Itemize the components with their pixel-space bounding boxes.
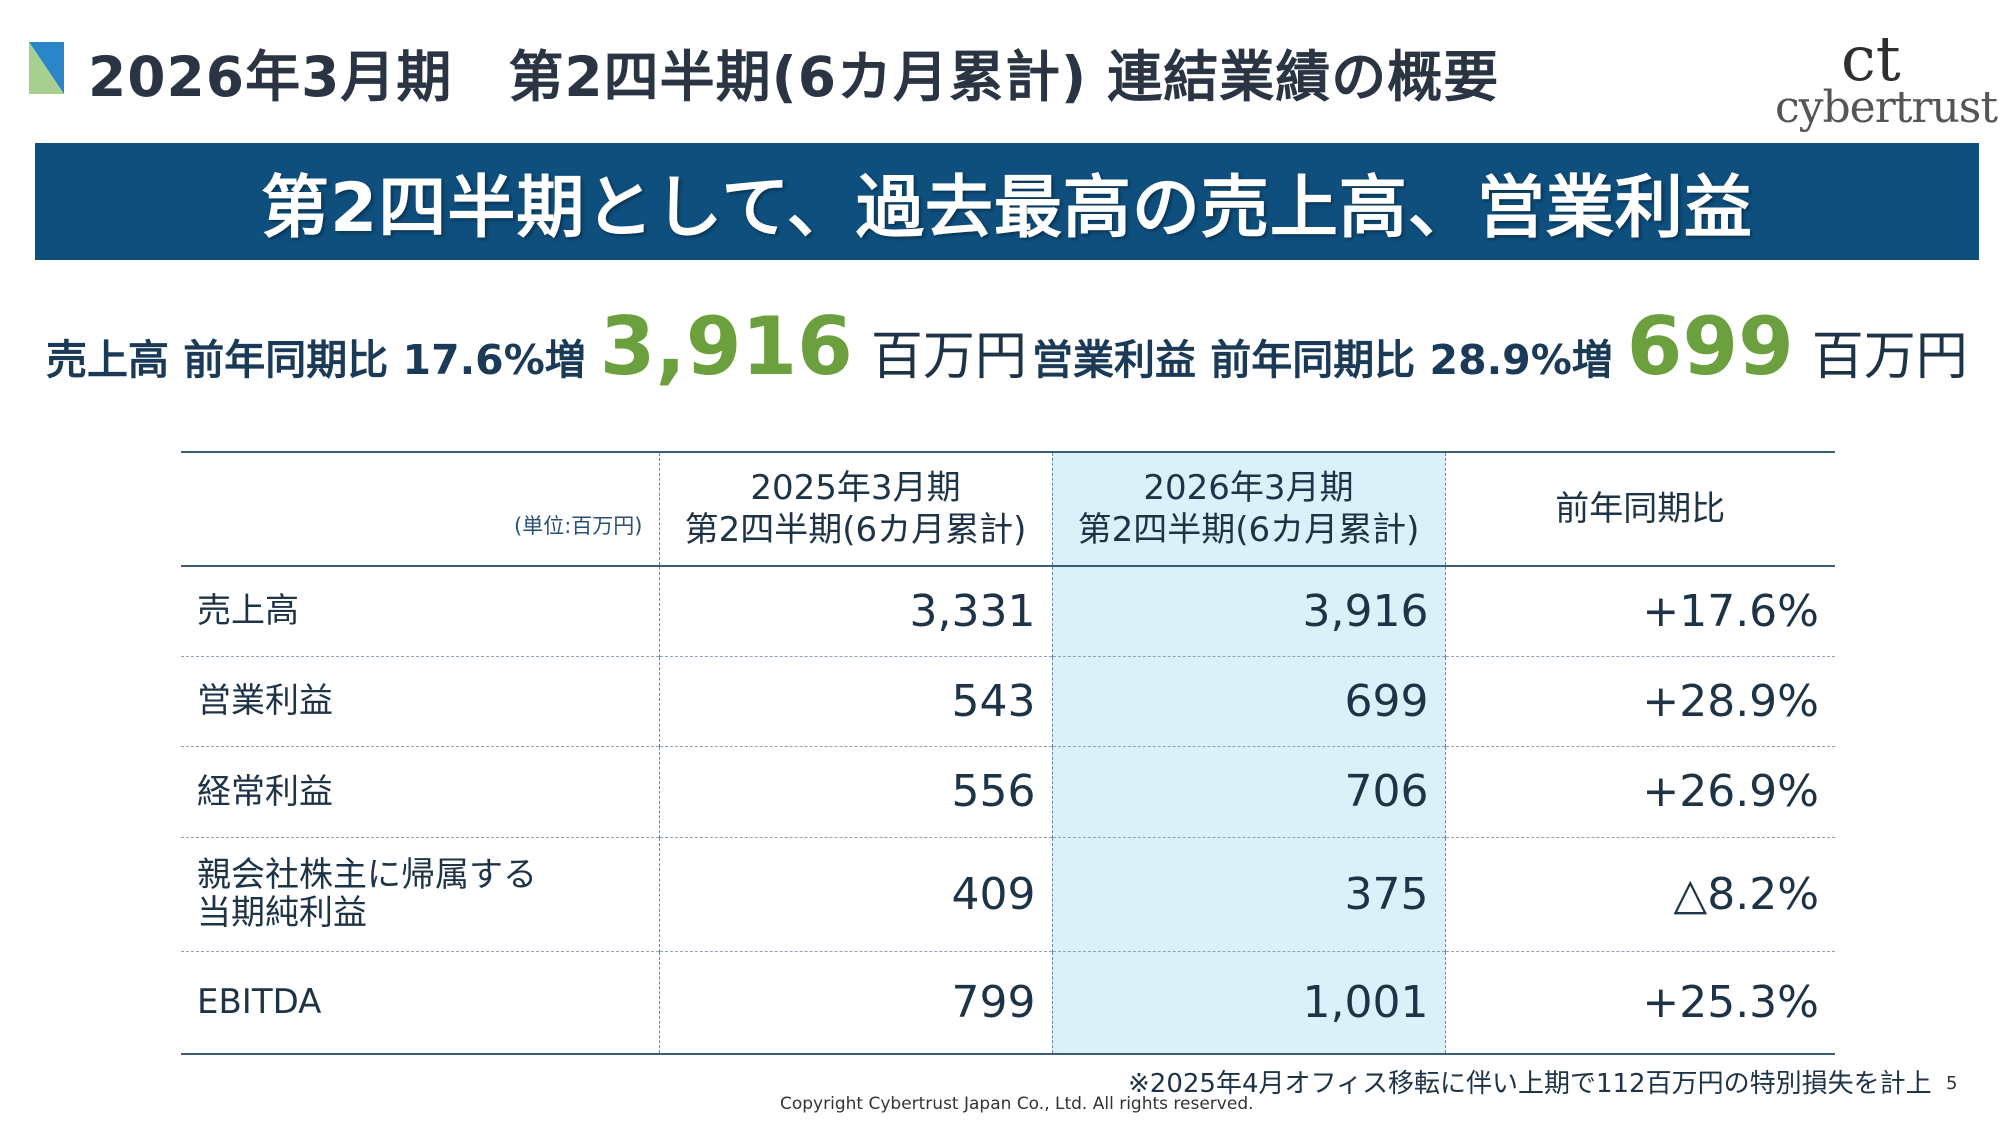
page-number: 5 [1946,1073,1958,1094]
curr-value: 3,916 [1051,566,1445,656]
logo-mark-icon: ct [1841,22,1901,95]
title-accent-icon [29,42,64,94]
page-title: 2026年3月期 第2四半期(6カ月累計) 連結業績の概要 [88,45,1500,109]
header-yoy: 前年同期比 [1444,452,1835,566]
header-prev-period: 2025年3月期 第2四半期(6カ月累計) [658,452,1052,566]
table-header-row: (単位:百万円) 2025年3月期 第2四半期(6カ月累計) 2026年3月期 … [181,452,1835,566]
kpi-operating-profit-label: 営業利益 前年同期比 28.9%増 [1032,336,1613,384]
prev-value: 556 [658,746,1052,837]
table-row: 売上高 3,331 3,916 +17.6% [181,566,1835,656]
row-label: EBITDA [197,982,322,1023]
prev-value: 543 [658,656,1052,746]
header-curr-period: 2026年3月期 第2四半期(6カ月累計) [1051,452,1445,566]
row-label-line2: 当期純利益 [197,893,367,933]
results-table: (単位:百万円) 2025年3月期 第2四半期(6カ月累計) 2026年3月期 … [181,451,1835,1055]
kpi-operating-profit: 営業利益 前年同期比 28.9%増 699 百万円 [1032,300,1968,393]
header-prev-line1: 2025年3月期 [750,468,961,508]
table-row: 経常利益 556 706 +26.9% [181,746,1835,837]
header-prev-line2: 第2四半期(6カ月累計) [684,510,1027,550]
curr-value: 1,001 [1051,951,1445,1054]
prev-value: 409 [658,837,1052,951]
kpi-sales-unit: 百万円 [870,327,1027,387]
kpi-sales-label: 売上高 前年同期比 17.6%増 [46,336,586,384]
prev-value: 3,331 [658,566,1052,656]
yoy-value: +25.3% [1444,951,1835,1054]
row-label-line1: 親会社株主に帰属する [197,855,537,895]
unit-label: (単位:百万円) [514,514,643,538]
logo-wordmark: cybertrust [1775,82,1998,133]
copyright: Copyright Cybertrust Japan Co., Ltd. All… [780,1094,1254,1114]
curr-value: 706 [1051,746,1445,837]
kpi-operating-profit-unit: 百万円 [1811,327,1968,387]
kpi-sales: 売上高 前年同期比 17.6%増 3,916 百万円 [46,300,1027,393]
row-label: 売上高 [197,591,299,632]
yoy-value: +17.6% [1444,566,1835,656]
table-row: EBITDA 799 1,001 +25.3% [181,951,1835,1054]
table-row: 営業利益 543 699 +28.9% [181,656,1835,746]
kpi-sales-value: 3,916 [599,300,853,393]
prev-value: 799 [658,951,1052,1054]
curr-value: 375 [1051,837,1445,951]
kpi-operating-profit-value: 699 [1626,300,1794,393]
header-curr-line2: 第2四半期(6カ月累計) [1077,510,1420,550]
row-label: 経常利益 [197,771,333,812]
yoy-value: △8.2% [1444,837,1835,951]
row-label: 営業利益 [197,681,333,721]
cybertrust-logo: ct cybertrust [1775,22,1998,133]
headline-banner: 第2四半期として、過去最高の売上高、営業利益 [35,143,1979,260]
header-curr-line1: 2026年3月期 [1143,468,1354,508]
headline-text: 第2四半期として、過去最高の売上高、営業利益 [261,169,1753,248]
curr-value: 699 [1051,656,1445,746]
yoy-value: +26.9% [1444,746,1835,837]
row-label: 親会社株主に帰属する 当期純利益 [181,837,659,951]
table-row: 親会社株主に帰属する 当期純利益 409 375 △8.2% [181,837,1835,951]
yoy-value: +28.9% [1444,656,1835,746]
footnote: ※2025年4月オフィス移転に伴い上期で112百万円の特別損失を計上 [1128,1069,1932,1099]
